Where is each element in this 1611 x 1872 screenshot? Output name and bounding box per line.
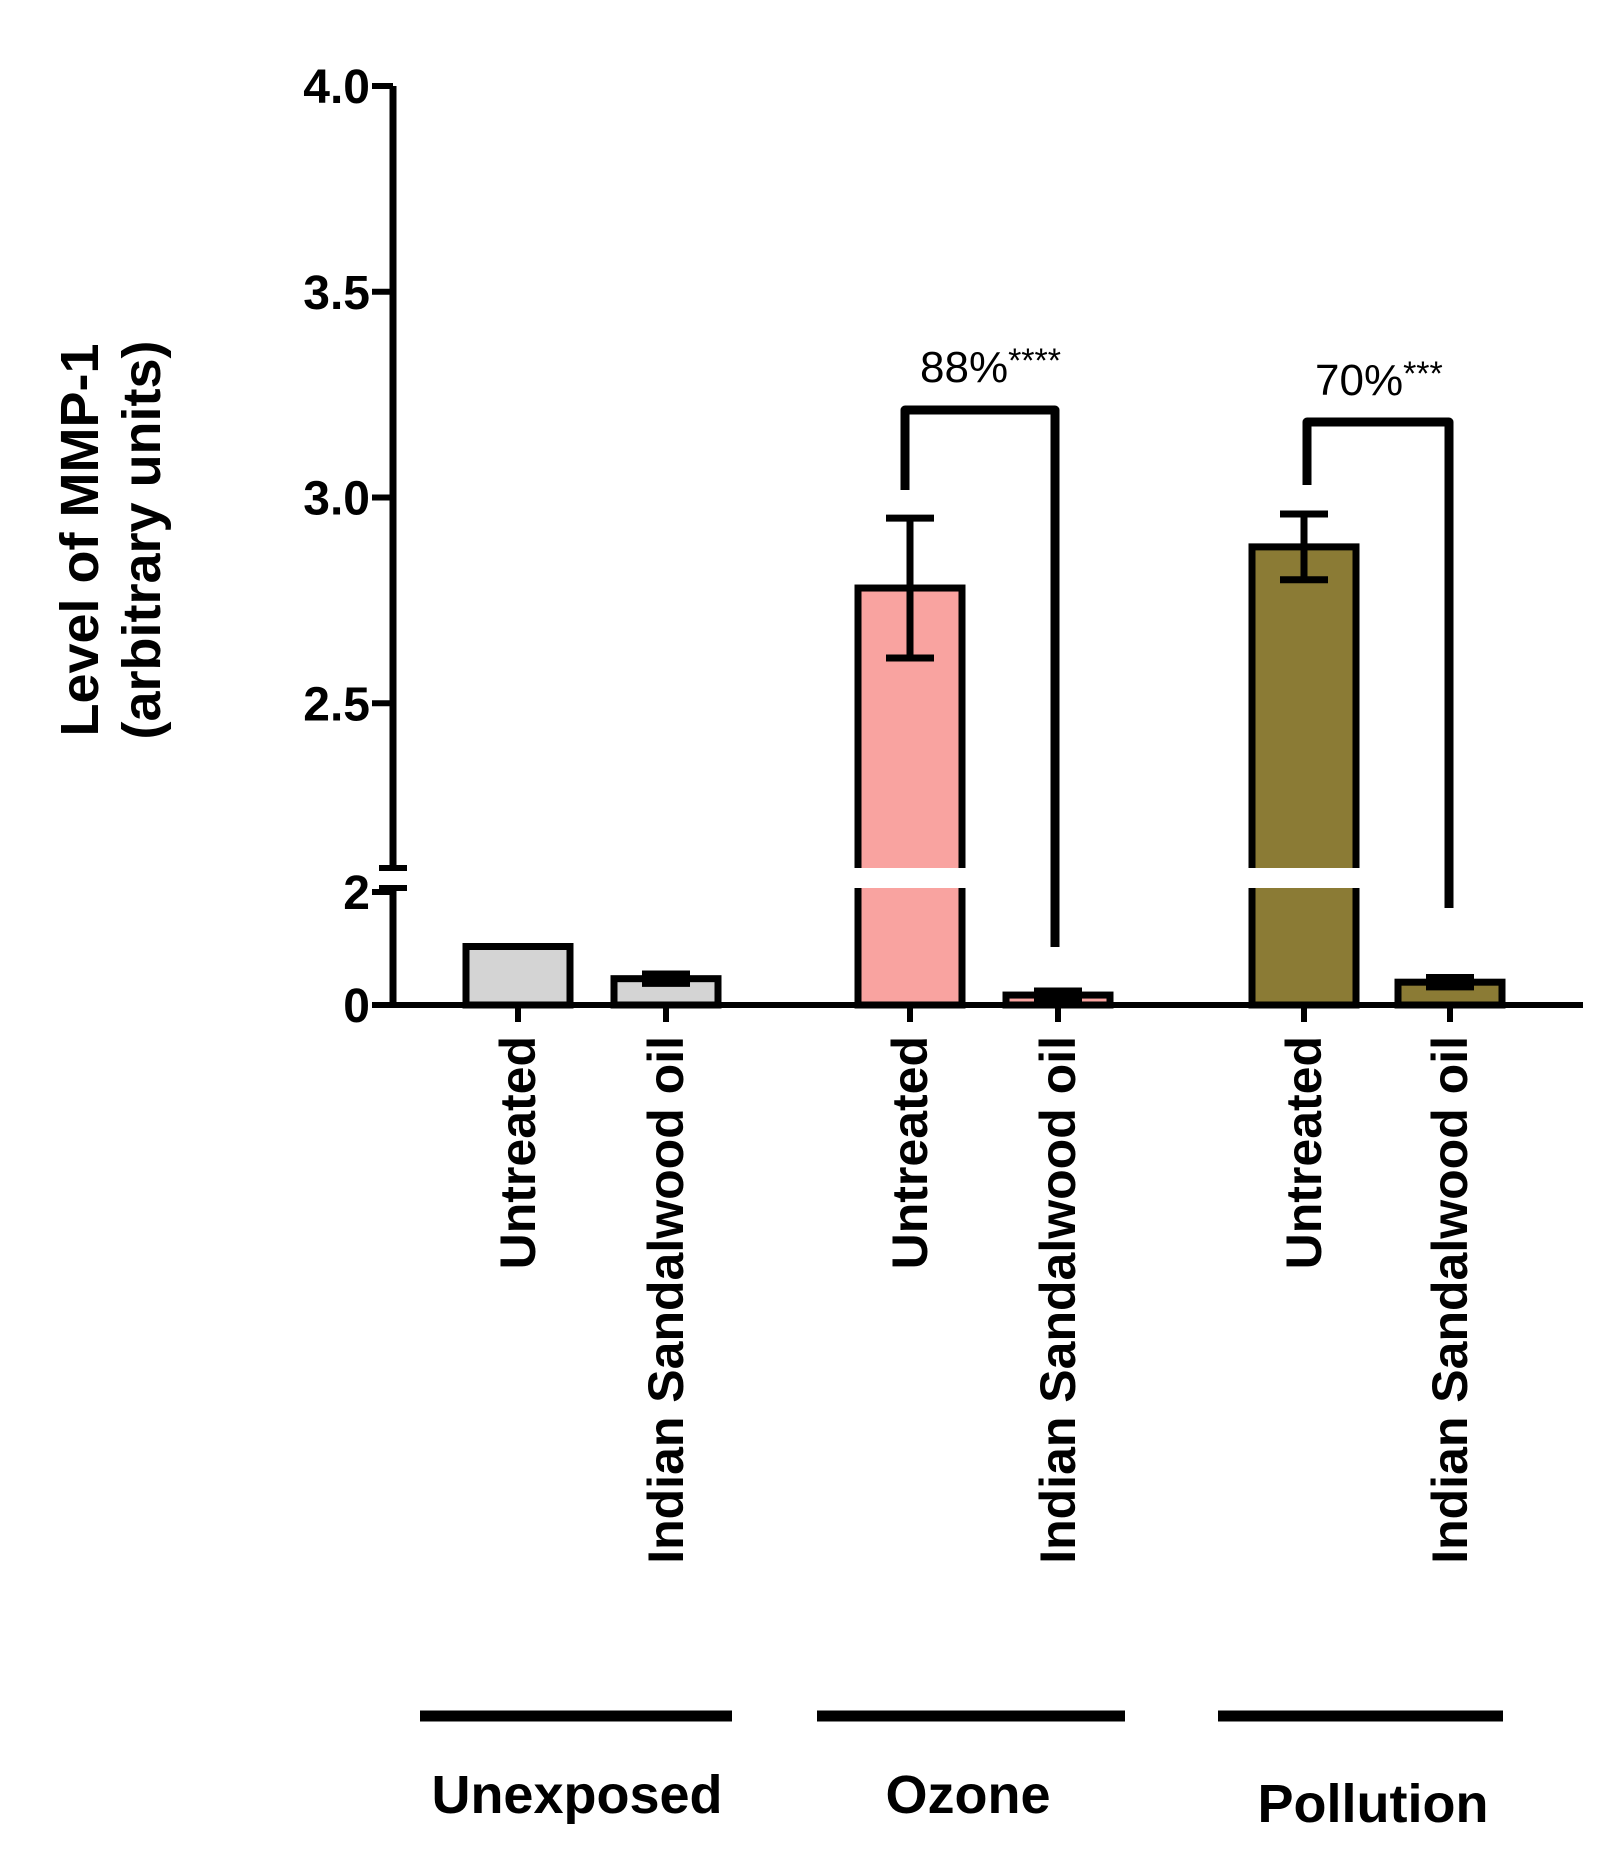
significance-label: 70%*** (1315, 355, 1443, 405)
y-tick-label: 2.5 (303, 678, 370, 731)
group-label-pollution: Pollution (1258, 1774, 1489, 1834)
y-tick-label: 0 (343, 980, 370, 1033)
significance-annotations: 88%**** 70%*** (900, 342, 1454, 947)
error-bars (642, 510, 1474, 1003)
x-category-label: Indian Sandalwood oil (1030, 1036, 1086, 1564)
significance-bracket (900, 405, 1060, 947)
significance-bracket (1302, 417, 1454, 908)
bar-unexposed-untreated (462, 943, 574, 1009)
category-labels: Untreated Indian Sandalwood oil Untreated I… (490, 1036, 1478, 1564)
y-ticks: 0 2 2.5 3.0 3.5 4.0 (303, 61, 393, 1033)
y-axis: 0 2 2.5 3.0 3.5 4.0 (303, 61, 407, 1033)
group-label-ozone: Ozone (885, 1765, 1050, 1825)
group-labels: Unexposed Ozone Pollution (420, 1710, 1503, 1834)
y-axis-title-line2: (arbitrary units) (112, 340, 172, 739)
y-tick-label: 3.5 (303, 267, 370, 320)
bar-break-gap (852, 868, 968, 888)
x-category-label: Indian Sandalwood oil (638, 1036, 694, 1564)
group-label-unexposed: Unexposed (431, 1765, 722, 1825)
y-axis-title: Level of MMP-1 (arbitrary units) (50, 340, 172, 739)
x-ticks (515, 1005, 1453, 1022)
x-category-label: Indian Sandalwood oil (1422, 1036, 1478, 1564)
y-axis-title-line1: Level of MMP-1 (50, 343, 110, 736)
bar-pollution-untreated (1248, 543, 1360, 1009)
x-category-label: Untreated (882, 1036, 938, 1269)
x-category-label: Untreated (1276, 1036, 1332, 1269)
bar-break-gap (1246, 868, 1362, 888)
y-tick-label: 3.0 (303, 473, 370, 526)
significance-label: 88%**** (920, 342, 1061, 392)
y-tick-label: 2 (343, 867, 370, 920)
y-tick-label: 4.0 (303, 61, 370, 114)
x-category-label: Untreated (490, 1036, 546, 1269)
bars (462, 543, 1506, 1009)
